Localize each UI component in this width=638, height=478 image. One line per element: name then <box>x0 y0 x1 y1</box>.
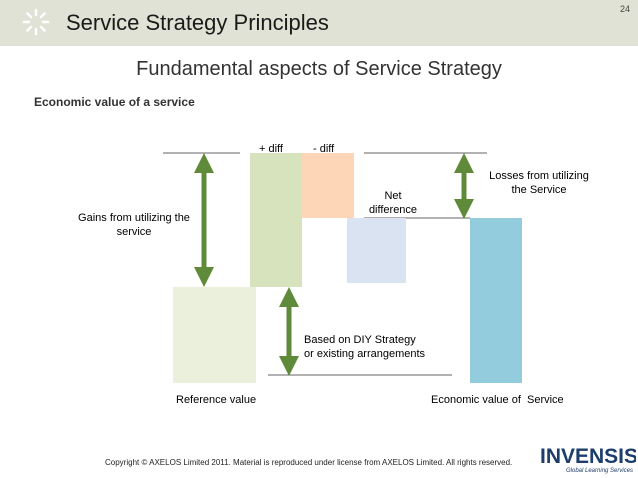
losses-label: Losses from utilizing the Service <box>489 170 589 196</box>
net-difference-block <box>347 218 406 283</box>
economic-value-block <box>470 218 522 383</box>
invensis-logo: INVENSIS Global Learning Services <box>540 445 636 474</box>
slide-subtitle: Fundamental aspects of Service Strategy <box>0 58 638 81</box>
copyright-notice: Copyright © AXELOS Limited 2011. Materia… <box>105 458 513 467</box>
brand-tagline: Global Learning Services <box>566 468 633 474</box>
spark-icon <box>22 8 50 36</box>
slide-title: Service Strategy Principles <box>66 10 329 35</box>
baseline-label: Based on DIY Strategy or existing arrang… <box>304 334 426 360</box>
minus-diff-label: - diff <box>313 143 335 155</box>
economic-value-label: Economic value of Service <box>431 394 564 406</box>
minus-diff-block <box>302 153 354 218</box>
net-difference-label: Net difference <box>368 190 418 216</box>
subtitle-text: Fundamental aspects of Service Strategy <box>136 58 502 80</box>
page-number: 24 <box>619 4 630 14</box>
slide-header: Service Strategy Principles 24 <box>0 0 638 46</box>
reference-value-block <box>173 287 256 383</box>
plus-diff-block <box>250 153 302 287</box>
plus-diff-label: + diff <box>259 143 283 155</box>
gains-label: Gains from utilizing the service <box>78 212 190 238</box>
reference-value-label: Reference value <box>176 394 257 406</box>
brand-name: INVENSIS <box>540 445 636 468</box>
section-heading: Economic value of a service <box>34 95 195 109</box>
